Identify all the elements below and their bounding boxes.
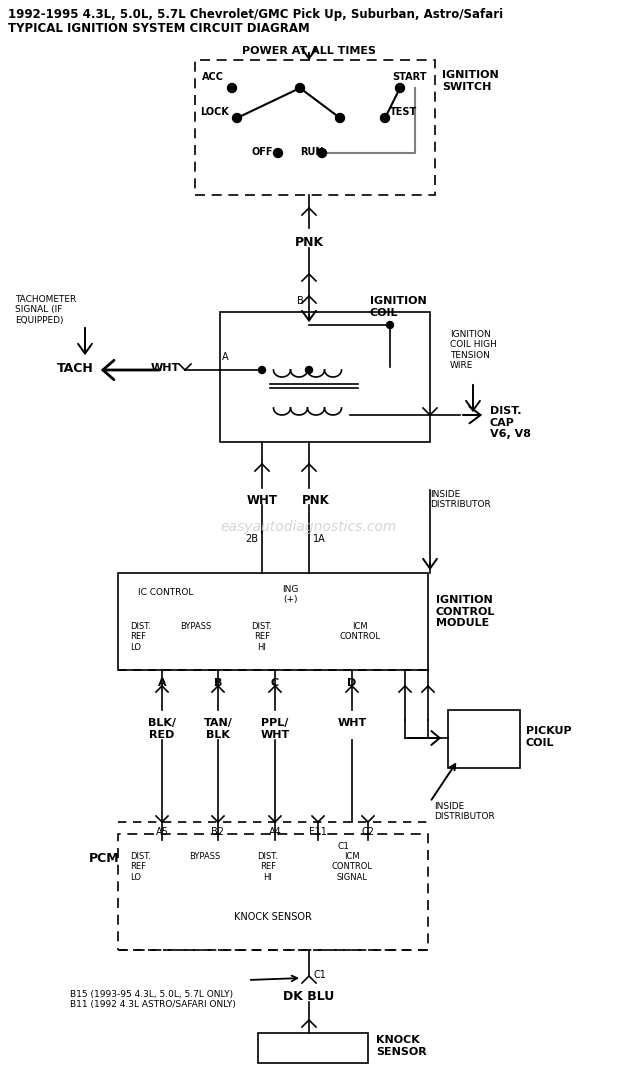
Bar: [118, 574, 428, 670]
Text: ICM
CONTROL: ICM CONTROL: [339, 622, 381, 641]
Text: C1: C1: [314, 970, 327, 980]
Text: POWER AT ALL TIMES: POWER AT ALL TIMES: [242, 46, 376, 56]
Bar: [220, 312, 430, 442]
Circle shape: [386, 321, 394, 328]
Text: B: B: [297, 296, 304, 306]
Text: INSIDE
DISTRIBUTOR: INSIDE DISTRIBUTOR: [430, 490, 491, 509]
Text: DIST.
CAP
V6, V8: DIST. CAP V6, V8: [490, 406, 531, 439]
Text: DIST.
REF
HI: DIST. REF HI: [252, 622, 273, 652]
Text: BYPASS: BYPASS: [180, 622, 211, 631]
Text: PNK: PNK: [294, 236, 324, 249]
Circle shape: [258, 367, 266, 373]
Text: DIST.
REF
HI: DIST. REF HI: [258, 852, 279, 882]
Bar: [258, 1033, 368, 1063]
Text: C: C: [271, 678, 279, 688]
Text: INSIDE
DISTRIBUTOR: INSIDE DISTRIBUTOR: [434, 802, 495, 822]
Text: F11: F11: [309, 827, 327, 837]
Circle shape: [336, 113, 344, 122]
Text: PPL/
WHT: PPL/ WHT: [260, 718, 290, 739]
Bar: [118, 834, 428, 950]
Text: 1992-1995 4.3L, 5.0L, 5.7L Chevrolet/GMC Pick Up, Suburban, Astro/Safari: 1992-1995 4.3L, 5.0L, 5.7L Chevrolet/GMC…: [8, 7, 503, 21]
Text: D: D: [347, 678, 357, 688]
Text: C1: C1: [338, 842, 350, 851]
Text: B2: B2: [211, 827, 224, 837]
Text: PCM: PCM: [89, 852, 119, 865]
Text: ICM
CONTROL
SIGNAL: ICM CONTROL SIGNAL: [331, 852, 373, 882]
Circle shape: [396, 83, 405, 92]
Text: TACH: TACH: [57, 362, 94, 374]
Circle shape: [305, 367, 313, 373]
Text: PICKUP
COIL: PICKUP COIL: [526, 727, 572, 748]
Text: B15 (1993-95 4.3L, 5.0L, 5.7L ONLY)
B11 (1992 4.3L ASTRO/SAFARI ONLY): B15 (1993-95 4.3L, 5.0L, 5.7L ONLY) B11 …: [70, 990, 236, 1009]
Text: KNOCK
SENSOR: KNOCK SENSOR: [376, 1035, 427, 1056]
Text: TACHOMETER
SIGNAL (IF
EQUIPPED): TACHOMETER SIGNAL (IF EQUIPPED): [15, 295, 76, 325]
Text: 2B: 2B: [245, 534, 258, 544]
Text: WHT: WHT: [151, 363, 180, 373]
Text: A: A: [222, 352, 229, 362]
Text: A4: A4: [269, 827, 281, 837]
Text: IGNITION
COIL HIGH
TENSION
WIRE: IGNITION COIL HIGH TENSION WIRE: [450, 330, 497, 370]
Text: IGNITION
COIL: IGNITION COIL: [370, 296, 427, 318]
Text: 1A: 1A: [313, 534, 326, 544]
Text: TEST: TEST: [390, 107, 417, 117]
Text: IGNITION
CONTROL
MODULE: IGNITION CONTROL MODULE: [436, 595, 496, 628]
Text: KNOCK SENSOR: KNOCK SENSOR: [234, 912, 312, 922]
Text: IC CONTROL: IC CONTROL: [138, 588, 193, 597]
Text: A: A: [158, 678, 166, 688]
Text: PNK: PNK: [302, 494, 330, 507]
Circle shape: [227, 83, 237, 92]
Text: B: B: [214, 678, 222, 688]
Text: DK BLU: DK BLU: [284, 990, 334, 1003]
Bar: [195, 60, 435, 195]
Bar: [448, 710, 520, 768]
Text: DIST.
REF
LO: DIST. REF LO: [130, 852, 151, 882]
Text: ING
(+): ING (+): [282, 585, 298, 605]
Text: BYPASS: BYPASS: [189, 852, 221, 861]
Text: ACC: ACC: [202, 72, 224, 82]
Circle shape: [274, 149, 282, 157]
Circle shape: [318, 149, 326, 157]
Text: BLK/
RED: BLK/ RED: [148, 718, 176, 739]
Circle shape: [381, 113, 389, 122]
Circle shape: [295, 83, 305, 92]
Text: WHT: WHT: [247, 494, 277, 507]
Circle shape: [232, 113, 242, 122]
Text: RUN: RUN: [300, 147, 324, 157]
Text: OFF: OFF: [252, 147, 273, 157]
Text: easyautodiagnostics.com: easyautodiagnostics.com: [221, 520, 397, 534]
Text: IGNITION
SWITCH: IGNITION SWITCH: [442, 70, 499, 92]
Text: A5: A5: [156, 827, 169, 837]
Text: LOCK: LOCK: [200, 107, 229, 117]
Text: WHT: WHT: [337, 718, 366, 728]
Text: TYPICAL IGNITION SYSTEM CIRCUIT DIAGRAM: TYPICAL IGNITION SYSTEM CIRCUIT DIAGRAM: [8, 22, 310, 35]
Text: TAN/
BLK: TAN/ BLK: [203, 718, 232, 739]
Text: C2: C2: [362, 827, 375, 837]
Text: START: START: [392, 72, 427, 82]
Text: DIST.
REF
LO: DIST. REF LO: [130, 622, 151, 652]
